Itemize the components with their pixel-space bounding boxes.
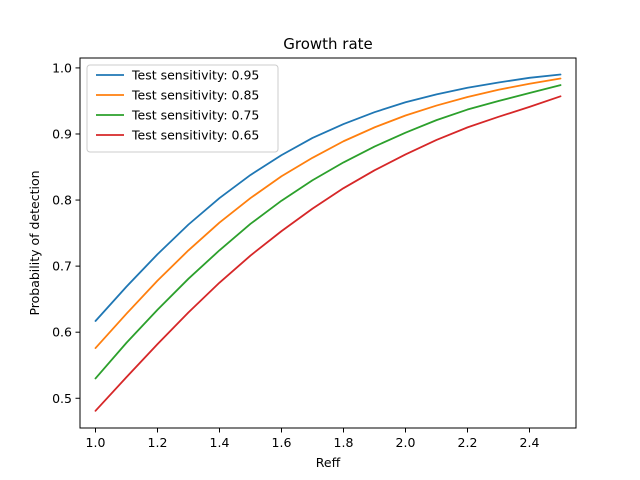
y-tick-label: 0.9 [52,126,72,141]
legend-box [86,64,279,153]
y-tick-label: 0.7 [52,259,72,274]
y-axis-ticks: 0.5 0.6 0.7 0.8 0.9 1.0 [52,60,80,406]
x-axis-ticks: 1.0 1.2 1.4 1.6 1.8 2.0 2.2 2.4 [86,428,540,450]
x-tick-label: 1.8 [334,435,354,450]
series-line-2 [94,84,562,380]
series-line-0 [94,73,562,322]
y-axis-label: Probability of detection [27,170,42,315]
plot-frame [79,57,577,429]
series-line-3 [94,95,562,412]
legend-label-1: Test sensitivity: 0.85 [131,88,259,103]
y-tick-label: 0.6 [52,325,72,340]
x-tick-label: 1.4 [210,435,230,450]
legend: Test sensitivity: 0.95 Test sensitivity: … [86,64,279,153]
x-tick-label: 1.0 [86,435,106,450]
legend-label-3: Test sensitivity: 0.65 [131,128,259,143]
chart-title: Growth rate [283,35,373,53]
series-line-1 [94,77,562,349]
x-axis-label: Reff [316,455,341,470]
x-tick-label: 1.2 [148,435,168,450]
y-tick-label: 1.0 [52,60,72,75]
legend-label-2: Test sensitivity: 0.75 [131,108,259,123]
x-tick-label: 2.0 [396,435,416,450]
x-tick-label: 2.2 [458,435,478,450]
y-tick-label: 0.8 [52,193,72,208]
y-tick-label: 0.5 [52,391,72,406]
series-layer [94,73,562,412]
x-tick-label: 2.4 [520,435,540,450]
legend-label-0: Test sensitivity: 0.95 [131,68,259,83]
x-tick-label: 1.6 [272,435,292,450]
